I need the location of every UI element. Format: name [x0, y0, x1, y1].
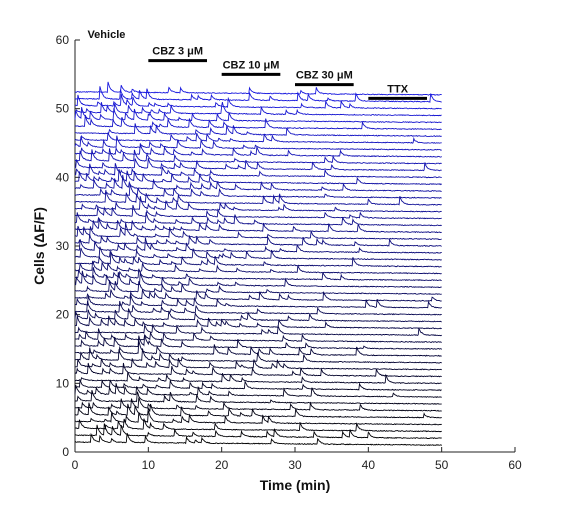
cell-trace	[74, 218, 442, 234]
x-tick-label: 30	[288, 458, 302, 472]
cell-trace	[74, 212, 442, 227]
y-tick-label: 0	[62, 445, 69, 459]
cell-trace	[74, 315, 442, 330]
y-axis-label: Cells (ΔF/F)	[31, 207, 47, 285]
cell-trace	[74, 378, 442, 392]
cell-trace	[74, 246, 442, 261]
y-tick-label: 60	[56, 33, 70, 47]
annotation-label: CBZ 3 μM	[152, 46, 203, 58]
cell-trace	[74, 237, 442, 254]
cell-trace	[74, 107, 442, 124]
cell-trace	[74, 432, 442, 446]
cell-trace	[74, 383, 442, 398]
cell-trace	[74, 81, 442, 96]
x-tick-label: 60	[508, 458, 522, 472]
x-ticks: 0 10 20 30 40 50 60	[72, 447, 522, 472]
annotation-label: CBZ 10 μM	[223, 59, 280, 71]
cell-trace	[74, 328, 442, 343]
treatment-annotations: Vehicle CBZ 3 μM CBZ 10 μM CBZ 30 μM TTX	[87, 29, 427, 100]
annotation-label: TTX	[387, 83, 408, 95]
y-ticks: 0 10 20 30 40 50 60	[56, 33, 80, 459]
x-tick-label: 10	[142, 458, 156, 472]
annotation-label: Vehicle	[87, 29, 125, 41]
cell-trace	[74, 340, 442, 357]
cell-trace	[74, 135, 442, 151]
cell-trace	[74, 132, 442, 144]
y-tick-label: 20	[56, 308, 70, 322]
x-tick-label: 40	[362, 458, 376, 472]
cell-trace	[74, 102, 442, 117]
cell-trace	[74, 267, 442, 282]
cell-trace	[74, 389, 442, 405]
cell-trace	[74, 93, 442, 110]
cell-trace	[74, 323, 442, 337]
cell-trace	[74, 402, 442, 419]
cell-trace	[75, 168, 442, 186]
cell-trace	[74, 222, 442, 240]
cell-trace	[74, 114, 442, 131]
cell-trace	[74, 410, 442, 426]
cell-trace	[75, 260, 442, 275]
cell-trace	[74, 204, 442, 220]
traces	[74, 81, 443, 446]
y-tick-label: 10	[56, 376, 70, 390]
cell-trace	[74, 196, 442, 213]
cell-trace	[74, 423, 442, 440]
cell-trace	[74, 157, 442, 172]
y-tick-label: 50	[56, 102, 70, 116]
cell-trace	[74, 270, 442, 289]
x-tick-label: 20	[215, 458, 229, 472]
cell-trace	[74, 174, 442, 192]
annotation-label: CBZ 30 μM	[296, 70, 353, 82]
cell-trace	[74, 357, 442, 371]
cell-trace	[74, 334, 443, 350]
cell-trace	[74, 86, 442, 103]
cell-trace	[74, 347, 442, 364]
cell-trace	[74, 300, 442, 316]
cell-trace	[75, 280, 442, 295]
cell-trace	[74, 397, 442, 412]
cell-trace	[74, 183, 442, 199]
cell-trace	[74, 189, 442, 206]
cell-trace	[75, 123, 442, 138]
axes: 0 10 20 30 40 50 60 0 10 20 30 40 50 60	[56, 33, 522, 472]
x-tick-label: 50	[435, 458, 449, 472]
cell-trace	[74, 295, 442, 309]
cell-trace	[74, 418, 442, 433]
x-axis-label: Time (min)	[260, 477, 331, 493]
cell-trace	[74, 234, 442, 247]
cell-trace	[74, 148, 442, 165]
y-tick-label: 30	[56, 239, 70, 253]
cell-trace	[74, 362, 442, 378]
cell-trace	[74, 289, 442, 302]
cell-trace	[75, 143, 442, 158]
cell-trace	[74, 308, 442, 323]
y-tick-label: 40	[56, 170, 70, 184]
x-tick-label: 0	[72, 458, 79, 472]
cell-trace	[74, 163, 442, 179]
cell-trace	[74, 251, 442, 268]
cell-trace	[74, 371, 442, 385]
